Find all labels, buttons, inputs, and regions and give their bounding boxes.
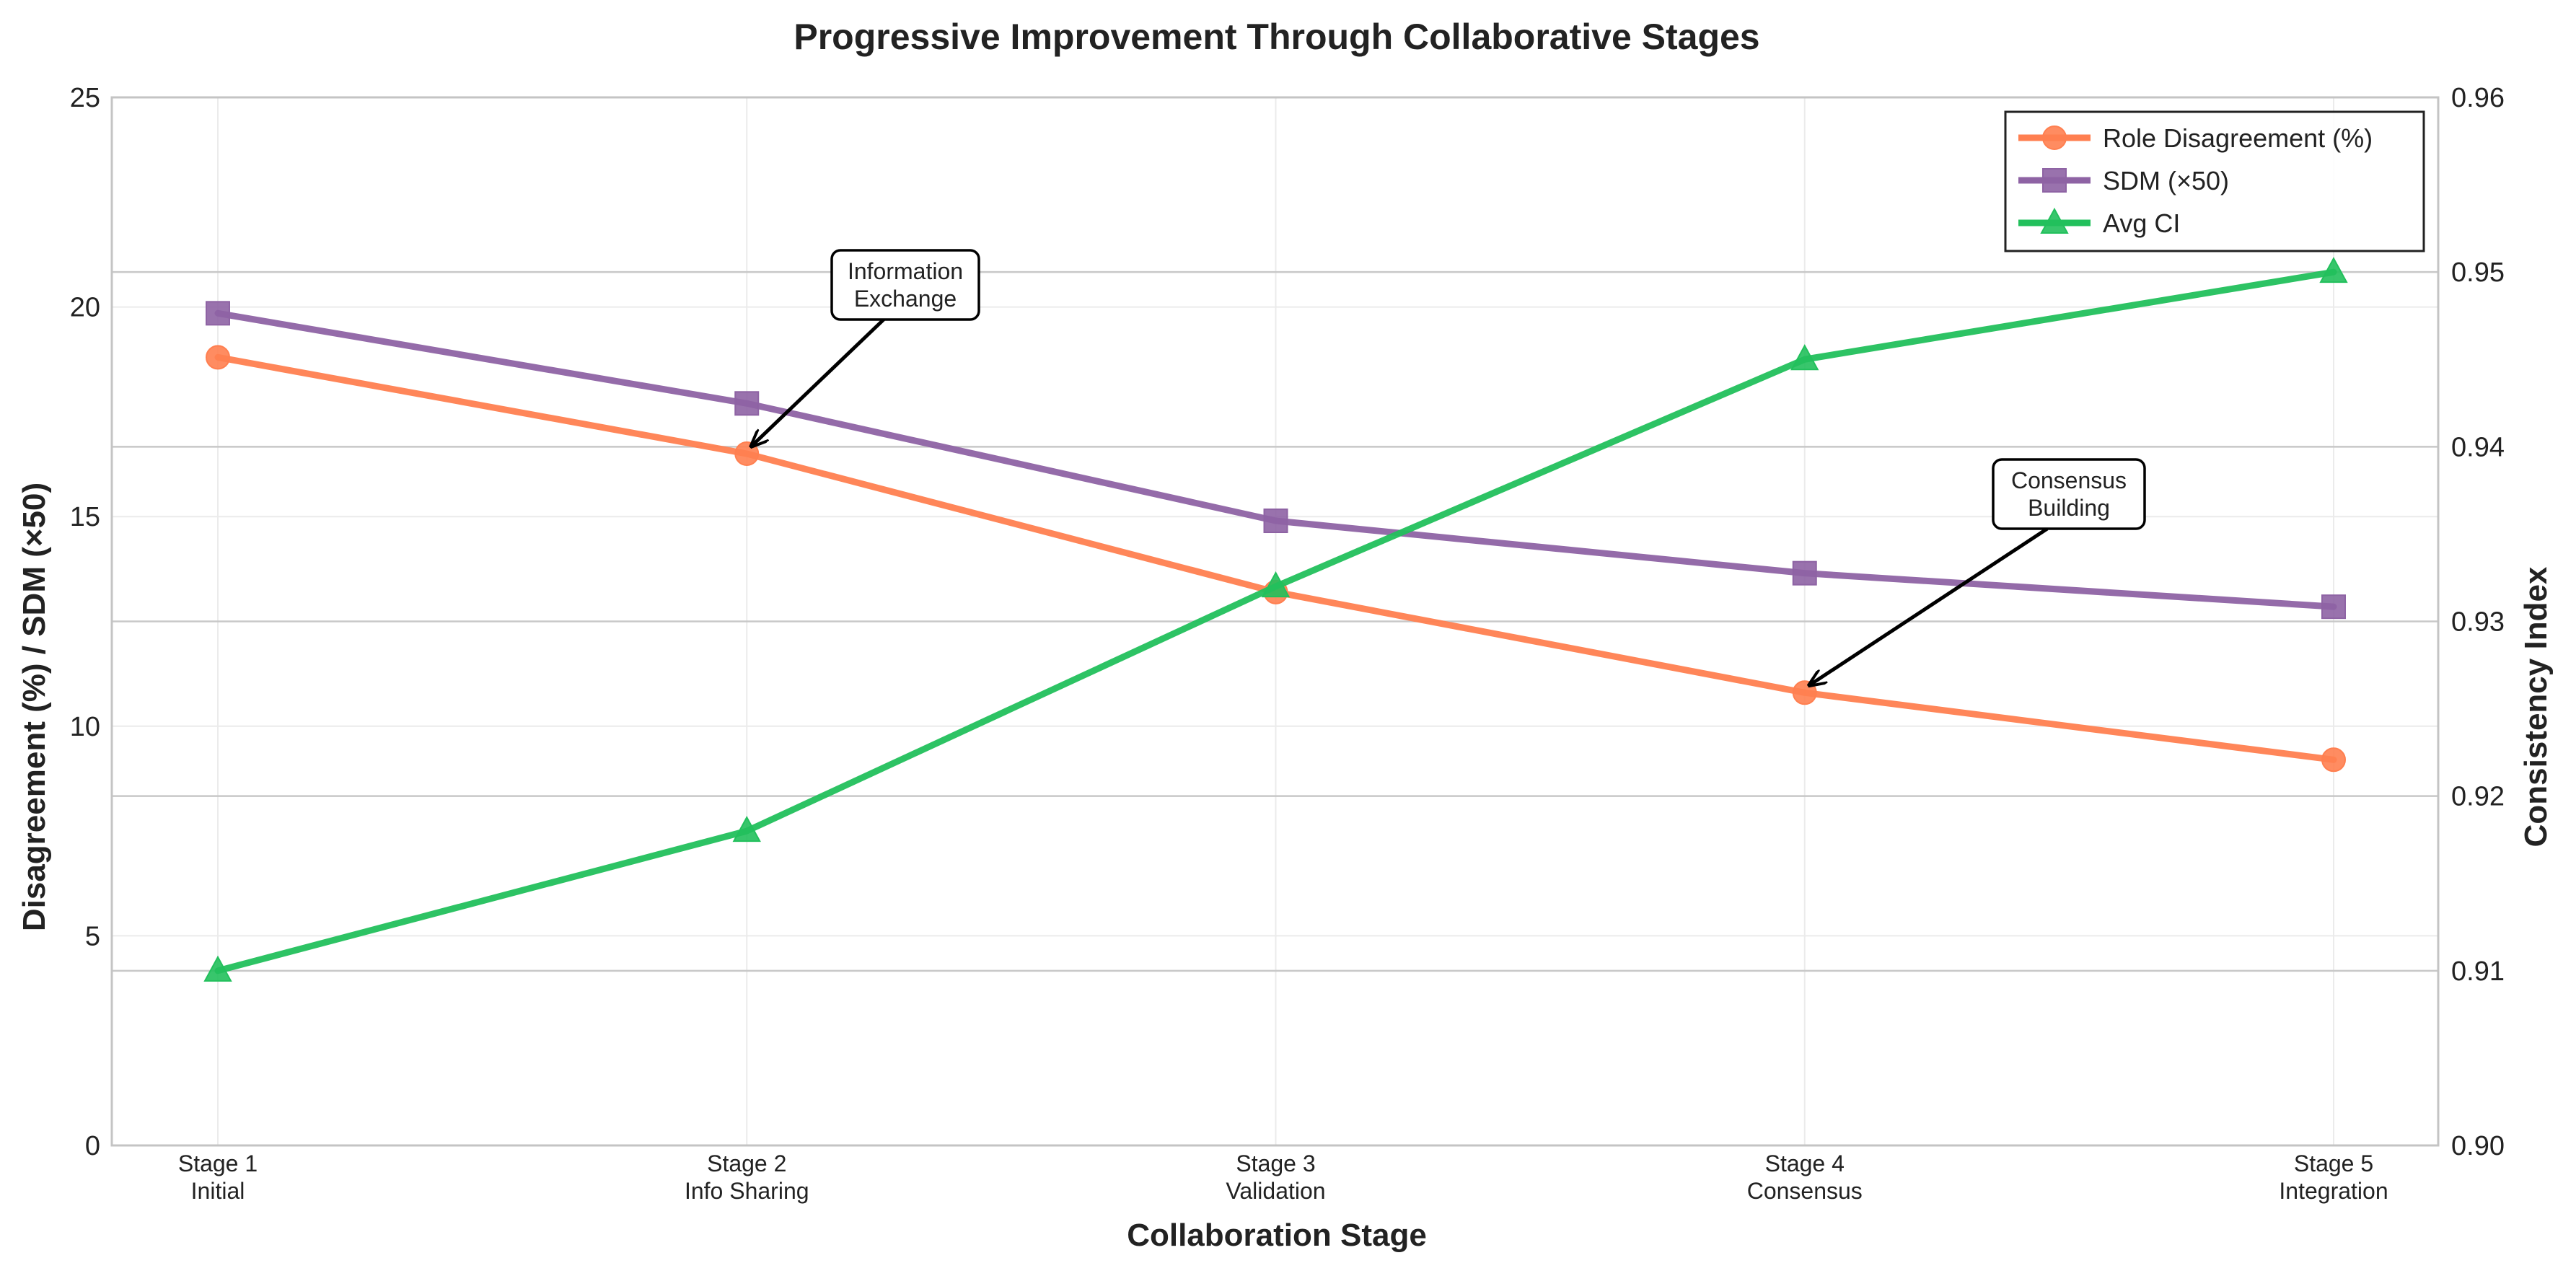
data-point-square (734, 391, 760, 416)
y-axis-left-title: Disagreement (%) / SDM (×50) (17, 483, 52, 931)
y-tick-right: 0.92 (2451, 782, 2505, 812)
legend-label: Role Disagreement (%) (2103, 123, 2373, 153)
x-tick-label: Stage 2 Info Sharing (685, 1150, 809, 1204)
y-tick-left: 10 (70, 712, 100, 742)
annotation-box (1992, 458, 2146, 530)
x-tick-line: Info Sharing (685, 1178, 809, 1204)
legend-label: SDM (×50) (2103, 166, 2229, 195)
x-tick-label: Stage 4 Consensus (1747, 1150, 1863, 1204)
y-tick-right: 0.96 (2451, 83, 2505, 113)
data-point-circle (2321, 747, 2346, 773)
y-tick-left: 5 (85, 921, 100, 951)
y-tick-right: 0.90 (2451, 1131, 2505, 1161)
annotation-text: Consensus Building (2011, 467, 2127, 521)
grid (112, 96, 2438, 1147)
series-group (203, 257, 2348, 982)
y-tick-right: 0.95 (2451, 258, 2505, 288)
y-tick-left: 15 (70, 502, 100, 532)
x-tick-label: Stage 5 Integration (2279, 1150, 2388, 1204)
x-axis-title: Collaboration Stage (1127, 1218, 1427, 1253)
x-tick-line: Integration (2279, 1178, 2388, 1204)
plot-frame (110, 96, 2440, 1147)
data-point-circle (734, 441, 760, 467)
annotation-line: Consensus (2011, 467, 2127, 493)
data-point-circle (2042, 126, 2067, 150)
x-tick-label: Stage 3 Validation (1226, 1150, 1325, 1204)
data-point-square (1792, 560, 1817, 586)
x-tick-line: Stage 3 (1236, 1150, 1315, 1176)
annotation-line: Exchange (854, 286, 957, 312)
x-tick-line: Validation (1226, 1178, 1325, 1204)
data-point-triangle (1261, 571, 1291, 598)
chart-title: Progressive Improvement Through Collabor… (794, 17, 1759, 57)
data-point-triangle (1790, 344, 1819, 371)
annotation-box (830, 249, 980, 321)
x-tick-line: Stage 5 (2294, 1150, 2373, 1176)
x-tick-line: Consensus (1747, 1178, 1863, 1204)
annotation-text: Information Exchange (848, 258, 963, 312)
annotation-arrow (1809, 527, 2049, 685)
data-point-square (2042, 168, 2067, 193)
data-point-triangle (2040, 207, 2069, 234)
annotation-line: Building (2028, 495, 2110, 521)
data-point-triangle (732, 816, 761, 842)
y-tick-left: 25 (70, 83, 100, 113)
axes: 0 5 10 15 20 25 0.90 0.91 0.92 0.93 0.94 0.95 0.96 St… (70, 83, 2505, 1204)
data-point-triangle (203, 955, 232, 982)
legend: Role Disagreement (%) SDM (×50) Avg CI (2004, 110, 2425, 252)
y-tick-left: 0 (85, 1131, 100, 1161)
x-tick-label: Stage 1 Initial (178, 1150, 258, 1204)
x-tick-line: Initial (191, 1178, 245, 1204)
y-tick-right: 0.93 (2451, 607, 2505, 638)
data-point-square (206, 301, 230, 326)
y-tick-left: 20 (70, 293, 100, 323)
annotation-line: Information (848, 258, 963, 284)
annotation-arrow (751, 318, 885, 446)
y-tick-right: 0.94 (2451, 432, 2505, 462)
data-point-square (1263, 509, 1288, 534)
legend-label: Avg CI (2103, 208, 2180, 238)
x-tick-line: Stage 2 (707, 1150, 786, 1176)
data-point-circle (206, 345, 230, 370)
x-tick-line: Stage 4 (1765, 1150, 1845, 1176)
data-point-triangle (2319, 257, 2348, 283)
y-tick-right: 0.91 (2451, 956, 2505, 987)
x-tick-line: Stage 1 (178, 1150, 258, 1176)
y-axis-right-title: Consistency Index (2518, 566, 2554, 847)
data-point-square (2321, 594, 2346, 620)
annotations: Information Exchange Consensus Building (751, 249, 2146, 685)
